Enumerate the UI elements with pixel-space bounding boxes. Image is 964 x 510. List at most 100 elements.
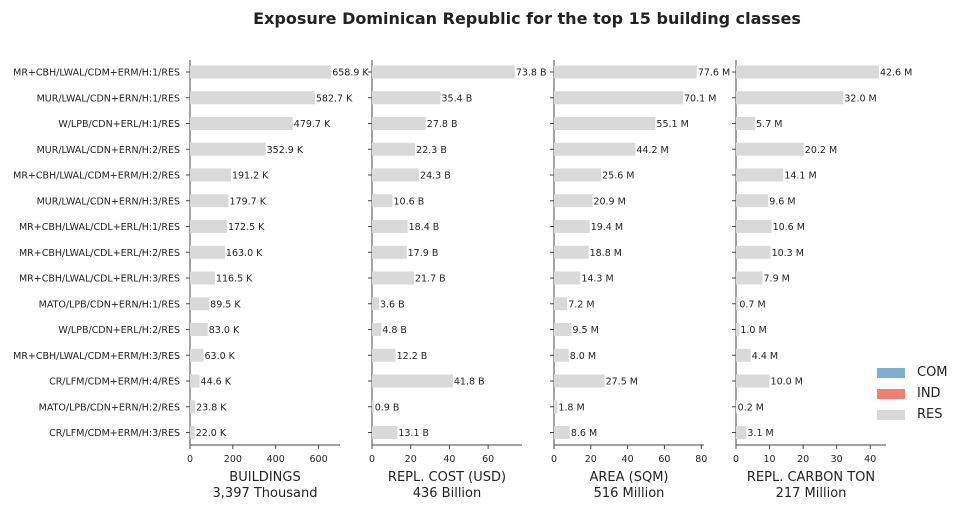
panel-1-value-label: 352.9 K: [267, 145, 304, 156]
panel-3-total: 516 Million: [594, 486, 665, 501]
panel-2-bar-mur-lwal-cdn-ern-h-1-res: [372, 91, 441, 105]
panel-3-x-tick-label: 20: [585, 454, 597, 465]
legend: COM IND RES: [877, 362, 948, 425]
panel-2-value-label: 18.4 B: [409, 222, 440, 233]
panel-3-value-label: 25.6 M: [602, 171, 634, 182]
panel-2-bar-w-lpb-cdn-erl-h-1-res: [372, 117, 426, 130]
panel-1-value-label: 163.0 K: [226, 248, 263, 259]
legend-item-ind: IND: [877, 383, 948, 404]
panel-4-value-label: 32.0 M: [844, 93, 876, 104]
panel-1-bar-mur-lwal-cdn-ern-h-1-res: [190, 91, 315, 105]
panel-4-value-label: 10.6 M: [773, 222, 805, 233]
panel-3-x-tick-label: 60: [658, 454, 670, 465]
panel-2-bar-mato-lpb-cdn-ern-h-2-res: [372, 400, 374, 414]
panel-2-bar-mur-lwal-cdn-ern-h-3-res: [372, 194, 393, 208]
panel-4-x-tick-label: 40: [864, 454, 876, 465]
panel-2-value-label: 41.8 B: [454, 377, 485, 388]
panel-4-value-label: 42.6 M: [880, 68, 912, 79]
panel-1-value-label: 582.7 K: [316, 93, 353, 104]
panel-3-bar-w-lpb-cdn-erl-h-1-res: [554, 117, 656, 130]
panel-3-bar-mato-lpb-cdn-ern-h-2-res: [554, 400, 558, 414]
panel-3-value-label: 8.6 M: [571, 428, 597, 439]
category-label-mr-cbh-lwal-cdl-erl-h-2-res: MR+CBH/LWAL/CDL+ERL/H:2/RES: [19, 248, 180, 259]
panel-2-bar-mr-cbh-lwal-cdl-erl-h-2-res: [372, 245, 407, 259]
panel-2-total: 436 Billion: [413, 486, 482, 501]
panel-4-bar-mr-cbh-lwal-cdm-erm-h-2-res: [736, 168, 784, 182]
panel-3-value-label: 18.8 M: [590, 248, 622, 259]
panel-2-value-label: 4.8 B: [382, 325, 407, 336]
category-label-w-lpb-cdn-erl-h-1-res: W/LPB/CDN+ERL/H:1/RES: [58, 119, 180, 130]
panel-4-value-label: 7.9 M: [764, 274, 790, 285]
panel-2-value-label: 21.7 B: [415, 274, 446, 285]
category-label-cr-lfm-cdm-erm-h-4-res: CR/LFM/CDM+ERM/H:4/RES: [49, 377, 180, 388]
panel-4-value-label: 3.1 M: [747, 428, 773, 439]
category-label-mur-lwal-cdn-ern-h-2-res: MUR/LWAL/CDN+ERN/H:2/RES: [37, 145, 180, 156]
panel-4-bar-w-lpb-cdn-erl-h-1-res: [736, 117, 756, 130]
panel-3-bar-mato-lpb-cdn-ern-h-1-res: [554, 297, 568, 311]
panel-1-value-label: 89.5 K: [210, 299, 241, 310]
panel-2-x-tick-label: 60: [482, 454, 494, 465]
panel-3-value-label: 77.6 M: [698, 68, 730, 79]
panel-2-bar-mur-lwal-cdn-ern-h-2-res: [372, 142, 416, 156]
panel-3-x-tick-label: 40: [622, 454, 634, 465]
panel-4-bar-mur-lwal-cdn-ern-h-2-res: [736, 142, 804, 156]
panel-4-value-label: 14.1 M: [784, 171, 816, 182]
panel-3-value-label: 27.5 M: [606, 377, 638, 388]
panel-2-value-label: 22.3 B: [416, 145, 447, 156]
panel-2-bar-mr-cbh-lwal-cdm-erm-h-3-res: [372, 348, 396, 362]
panel-1-bar-mr-cbh-lwal-cdl-erl-h-1-res: [190, 220, 227, 233]
panel-2-bar-cr-lfm-cdm-erm-h-4-res: [372, 374, 453, 388]
panel-2-bar-mr-cbh-lwal-cdl-erl-h-3-res: [372, 271, 414, 285]
panel-3-bar-mur-lwal-cdn-ern-h-1-res: [554, 91, 684, 105]
panel-4-bar-mur-lwal-cdn-ern-h-1-res: [736, 91, 844, 105]
panel-4-value-label: 20.2 M: [805, 145, 837, 156]
panel-2-bar-mr-cbh-lwal-cdm-erm-h-1-res: [372, 65, 515, 79]
category-label-mur-lwal-cdn-ern-h-3-res: MUR/LWAL/CDN+ERN/H:3/RES: [37, 196, 180, 207]
panel-3-bar-mr-cbh-lwal-cdm-erm-h-3-res: [554, 348, 569, 362]
panel-4-bar-mur-lwal-cdn-ern-h-3-res: [736, 194, 769, 208]
legend-swatch-com: [877, 367, 905, 378]
panel-3-bar-w-lpb-cdn-erl-h-2-res: [554, 323, 572, 336]
panel-1-bar-mr-cbh-lwal-cdm-erm-h-1-res: [190, 65, 332, 79]
legend-swatch-res: [877, 409, 905, 420]
panel-1-value-label: 44.6 K: [201, 377, 232, 388]
panel-2-x-tick-label: 20: [405, 454, 417, 465]
panel-4-value-label: 4.4 M: [752, 351, 778, 362]
panel-1-value-label: 63.0 K: [205, 351, 236, 362]
panel-2-value-label: 12.2 B: [397, 351, 428, 362]
category-label-mato-lpb-cdn-ern-h-2-res: MATO/LPB/CDN+ERN/H:2/RES: [39, 402, 180, 413]
panel-3-x-tick-label: 80: [695, 454, 707, 465]
panel-2-bar-mato-lpb-cdn-ern-h-1-res: [372, 297, 379, 311]
panel-3-x-tick-label: 0: [551, 454, 557, 465]
panel-1-bar-cr-lfm-cdm-erm-h-3-res: [190, 426, 195, 439]
panel-2-bar-mr-cbh-lwal-cdl-erl-h-1-res: [372, 220, 408, 233]
panel-1-bar-mur-lwal-cdn-ern-h-3-res: [190, 194, 229, 208]
panel-4-x-axis-title: REPL. CARBON TON: [747, 470, 875, 485]
panel-3-value-label: 19.4 M: [591, 222, 623, 233]
panel-1-value-label: 23.8 K: [196, 402, 227, 413]
panel-3-value-label: 44.2 M: [636, 145, 668, 156]
panel-1-value-label: 22.0 K: [196, 428, 227, 439]
panel-1-value-label: 479.7 K: [294, 119, 331, 130]
panel-4-value-label: 1.0 M: [740, 325, 766, 336]
panel-4-bar-cr-lfm-cdm-erm-h-4-res: [736, 374, 770, 388]
panel-2-value-label: 10.6 B: [394, 196, 425, 207]
panel-4-value-label: 5.7 M: [756, 119, 782, 130]
panel-4-x-tick-label: 30: [831, 454, 843, 465]
panel-4-bar-mr-cbh-lwal-cdm-erm-h-3-res: [736, 348, 751, 362]
panel-1-value-label: 83.0 K: [209, 325, 240, 336]
panel-2-bar-cr-lfm-cdm-erm-h-3-res: [372, 426, 398, 439]
panel-2-x-axis-title: REPL. COST (USD): [388, 470, 506, 485]
panel-2-value-label: 17.9 B: [408, 248, 439, 259]
panel-3-value-label: 55.1 M: [656, 119, 688, 130]
panel-4-bar-mr-cbh-lwal-cdl-erl-h-2-res: [736, 245, 771, 259]
panel-1-bar-cr-lfm-cdm-erm-h-4-res: [190, 374, 200, 388]
panel-4-value-label: 0.2 M: [738, 402, 764, 413]
panel-4-bar-mr-cbh-lwal-cdm-erm-h-1-res: [736, 65, 879, 79]
panel-1-x-axis-title: BUILDINGS: [229, 470, 300, 485]
panel-3-bar-cr-lfm-cdm-erm-h-4-res: [554, 374, 605, 388]
panel-2-bar-mr-cbh-lwal-cdm-erm-h-2-res: [372, 168, 420, 182]
panel-4-bar-mr-cbh-lwal-cdl-erl-h-3-res: [736, 271, 763, 285]
panel-3-bar-cr-lfm-cdm-erm-h-3-res: [554, 426, 570, 439]
